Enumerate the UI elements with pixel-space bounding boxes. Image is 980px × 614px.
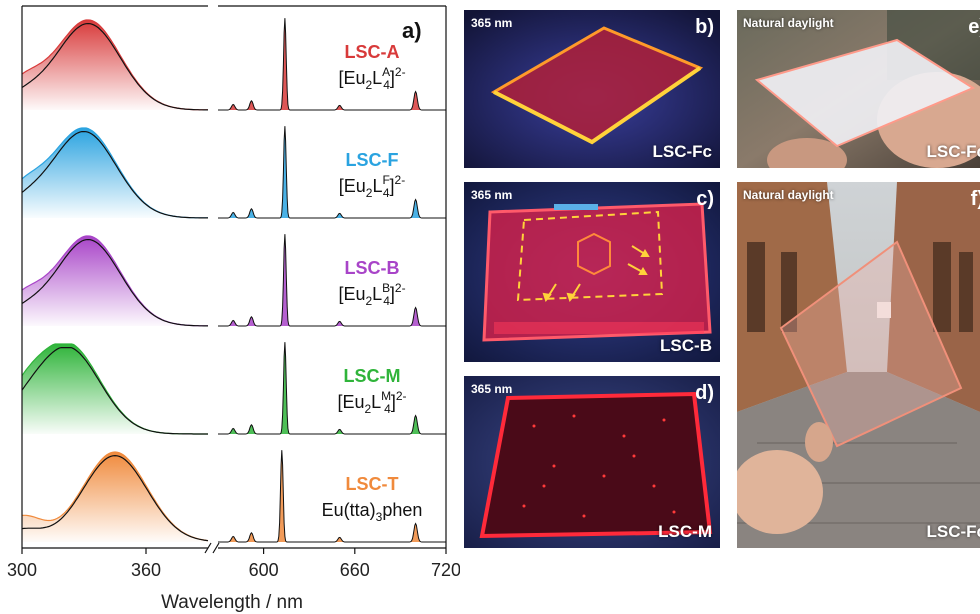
lsc-fc-daylight-street-photo [737, 182, 980, 548]
panel-f-tag: f) [970, 188, 980, 210]
sample-label-c: LSC-B [660, 336, 712, 355]
panel-c-tag: c) [696, 188, 714, 210]
x-axis-ticks: 300 360 600 660 720 [7, 548, 460, 580]
sample-label-d: LSC-M [658, 522, 712, 541]
panel-e-tag: e) [968, 16, 980, 38]
excitation-line-lsc-a [21, 22, 208, 111]
panel-d-tag: d) [695, 382, 714, 404]
sample-formula-label: [Eu2LF 4]2- [339, 173, 405, 200]
absorption-band-lsc-b [22, 236, 208, 326]
uv-label-b: 365 nm [471, 16, 513, 30]
emission-fill-lsc-t [218, 450, 446, 542]
sample-label-b: LSC-Fc [652, 142, 713, 161]
excitation-line-lsc-t [21, 454, 209, 542]
spectra-chart: 300 360 600 660 720 a) LSC-A [Eu2LA 4]2- LSC-F [… [7, 5, 460, 613]
uv-label-c: 365 nm [471, 188, 513, 202]
chart-frame [21, 5, 447, 549]
sample-name-label: LSC-B [345, 258, 400, 278]
photo-panel-d: 365 nm d) LSC-M [464, 376, 720, 548]
sample-formula-label: [Eu2LA 4]2- [338, 65, 405, 92]
emission-line-lsc-a [218, 18, 446, 111]
x-tick-label: 720 [431, 560, 460, 580]
sample-name-label: LSC-F [346, 150, 399, 170]
lsc-m-uv-photo [464, 376, 720, 548]
axis-break-marks [204, 542, 220, 554]
x-tick-label: 660 [340, 560, 370, 580]
excitation-line-lsc-f [21, 131, 208, 219]
sample-name-label: LSC-A [345, 42, 400, 62]
sample-name-label: LSC-M [344, 366, 401, 386]
emission-line-lsc-t [218, 450, 446, 543]
sample-formula-label: [Eu2LM 4]2- [337, 389, 406, 416]
emission-line-lsc-m [218, 342, 446, 435]
photo-panel-b: 365 nm b) LSC-Fc [464, 10, 720, 168]
x-tick-label: 600 [249, 560, 279, 580]
light-label-f: Natural daylight [743, 188, 834, 202]
emission-line-lsc-b [218, 234, 446, 327]
emission-fill-lsc-f [218, 126, 446, 218]
photo-panel-c: 365 nm c) LSC-B [464, 182, 720, 362]
lsc-fc-uv-photo [464, 10, 720, 168]
sample-formula-label: [Eu2LB 4]2- [338, 281, 405, 308]
panel-b-tag: b) [695, 16, 714, 38]
lsc-fc-daylight-hand-photo [737, 10, 980, 168]
uv-label-d: 365 nm [471, 382, 513, 396]
emission-line-lsc-f [218, 126, 446, 219]
absorption-band-lsc-f [22, 128, 208, 218]
sample-label-f: LSC-Fc [926, 522, 980, 541]
emission-fill-lsc-b [218, 234, 446, 326]
emission-fill-lsc-m [218, 342, 446, 434]
lsc-b-uv-photo [464, 182, 720, 362]
x-tick-label: 300 [7, 560, 37, 580]
sample-label-e: LSC-Fc [926, 142, 980, 161]
excitation-line-lsc-m [21, 347, 208, 435]
panel-a-tag: a) [402, 18, 422, 43]
sample-formula-label: Eu(tta)3phen [322, 500, 423, 524]
x-tick-label: 360 [131, 560, 161, 580]
photo-panel-f: Natural daylight f) LSC-Fc [737, 182, 980, 548]
absorption-band-lsc-t [22, 452, 208, 542]
x-axis-title: Wavelength / nm [161, 592, 303, 613]
light-label-e: Natural daylight [743, 16, 834, 30]
sample-name-label: LSC-T [346, 474, 399, 494]
absorption-band-lsc-m [22, 344, 208, 434]
photo-panel-e: Natural daylight e) LSC-Fc [737, 10, 980, 168]
absorption-band-lsc-a [22, 20, 208, 110]
excitation-line-lsc-b [21, 238, 208, 327]
